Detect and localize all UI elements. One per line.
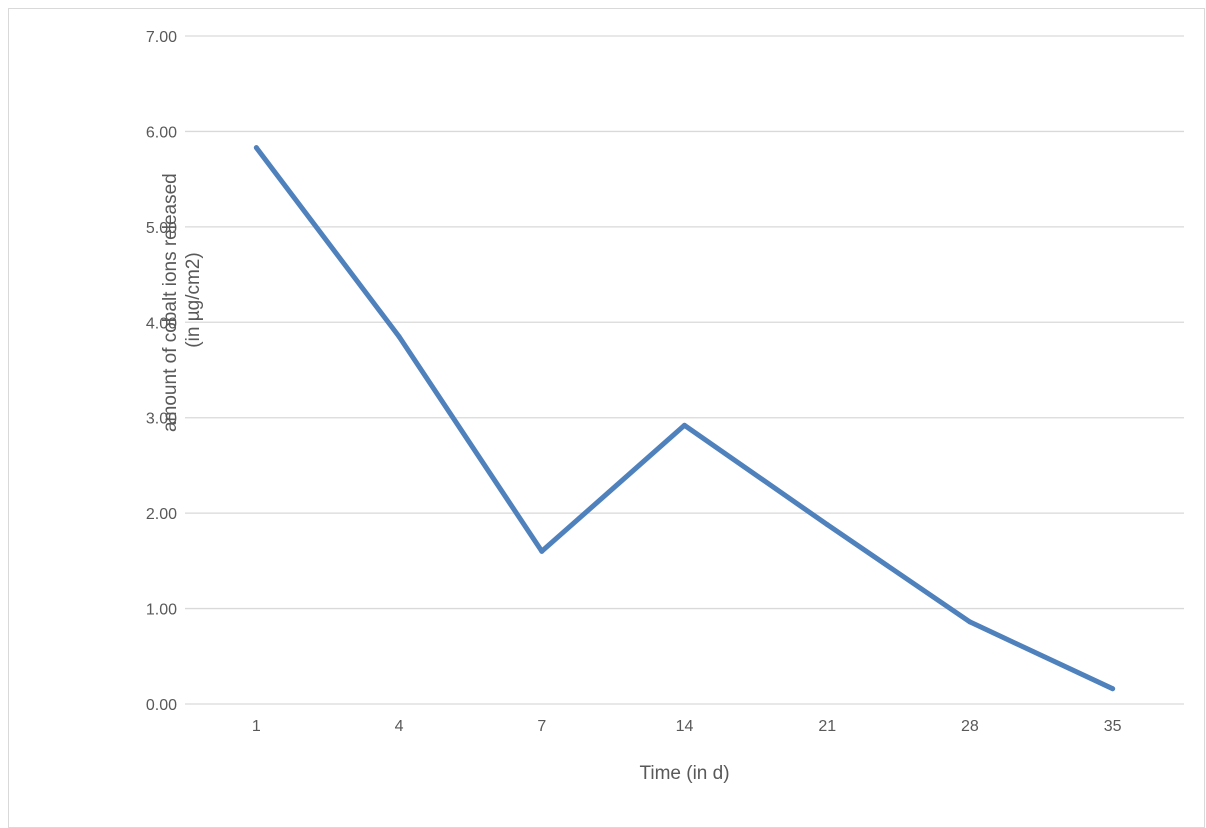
y-axis-tick-labels: 0.00 1.00 2.00 3.00 4.00 5.00 6.00 7.00 xyxy=(146,29,177,714)
data-point xyxy=(824,522,830,528)
y-axis-title-line-1: amount of cobalt ions released xyxy=(160,173,181,432)
x-tick-label: 7 xyxy=(537,718,546,735)
y-tick-label: 5.00 xyxy=(146,220,177,237)
x-tick-label: 28 xyxy=(961,718,979,735)
data-point xyxy=(967,619,973,625)
data-point xyxy=(539,548,545,554)
y-tick-label: 0.00 xyxy=(146,697,177,714)
data-point xyxy=(1110,686,1116,692)
y-tick-label: 4.00 xyxy=(146,315,177,332)
x-tick-label: 14 xyxy=(676,718,694,735)
x-axis-title: Time (in d) xyxy=(639,763,729,784)
x-tick-label: 4 xyxy=(395,718,404,735)
data-point xyxy=(253,145,259,151)
x-axis-tick-labels: 1 4 7 14 21 28 35 xyxy=(252,718,1122,735)
x-tick-label: 1 xyxy=(252,718,261,735)
data-point xyxy=(682,422,687,428)
x-tick-label: 21 xyxy=(818,718,836,735)
y-tick-label: 2.00 xyxy=(146,506,177,523)
x-tick-label: 35 xyxy=(1104,718,1122,735)
y-tick-label: 7.00 xyxy=(146,29,177,46)
y-axis-title: amount of cobalt ions released (in µg/cm… xyxy=(160,168,204,432)
data-point xyxy=(396,334,402,340)
gridlines xyxy=(185,35,1184,705)
y-axis-title-line-2: (in µg/cm2) xyxy=(183,252,204,347)
y-tick-label: 1.00 xyxy=(146,602,177,619)
series-layer xyxy=(253,145,1116,692)
y-tick-label: 6.00 xyxy=(146,124,177,141)
y-tick-label: 3.00 xyxy=(146,411,177,428)
